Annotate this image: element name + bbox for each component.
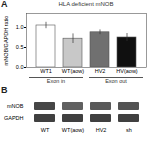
svg-text:WT(aow): WT(aow) <box>62 127 84 133</box>
html-text:Exon in: Exon in <box>46 78 66 84</box>
svg-text:WT: WT <box>41 127 50 133</box>
svg-text:HV2: HV2 <box>96 127 107 133</box>
html-text:A: A <box>1 0 8 9</box>
svg-text:sh: sh <box>126 127 132 133</box>
html-text:B: B <box>1 85 8 95</box>
svg-text:HV2: HV2 <box>95 68 106 74</box>
html-text:Exon out: Exon out <box>105 78 127 84</box>
svg-text:WT1: WT1 <box>40 68 52 74</box>
svg-text:GAPDH: GAPDH <box>4 115 24 121</box>
svg-text:WT(aow): WT(aow) <box>62 68 84 74</box>
svg-text:1.0: 1.0 <box>16 24 24 30</box>
svg-text:0.0: 0.0 <box>16 64 24 70</box>
svg-text:0.5: 0.5 <box>16 44 24 50</box>
svg-text:mNOB/GAPDH ratio: mNOB/GAPDH ratio <box>3 16 9 66</box>
svg-text:HV(aow): HV(aow) <box>116 68 138 74</box>
svg-text:mNOB: mNOB <box>7 103 24 109</box>
html-text:HLA deficient mNOB: HLA deficient mNOB <box>58 1 114 7</box>
